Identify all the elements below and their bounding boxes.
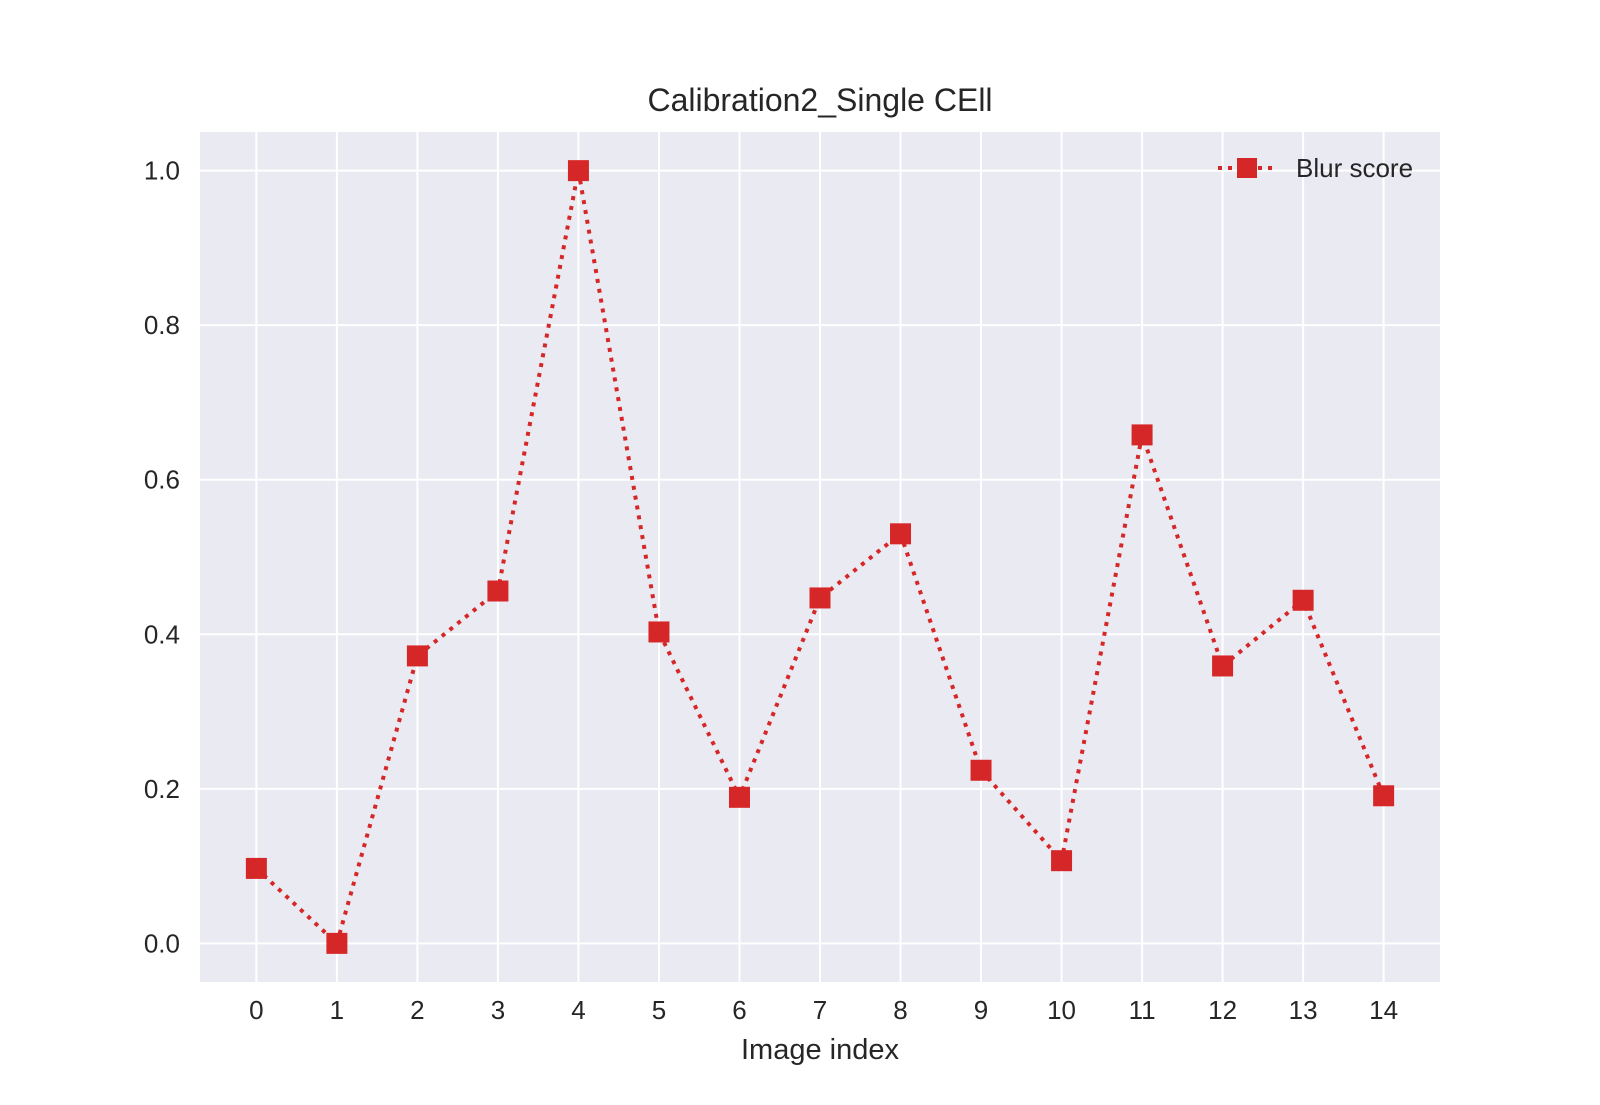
x-tick-label: 9 — [974, 995, 988, 1025]
data-point-marker — [728, 786, 750, 808]
x-tick-label: 6 — [732, 995, 746, 1025]
y-tick-labels: 0.0 0.2 0.4 0.6 0.8 1.0 — [144, 156, 180, 959]
data-point-marker — [487, 580, 509, 602]
x-tick-label: 2 — [410, 995, 424, 1025]
x-tick-label: 4 — [571, 995, 585, 1025]
series-layer — [245, 160, 1395, 954]
x-tick-label: 3 — [491, 995, 505, 1025]
y-tick-label: 0.2 — [144, 774, 180, 804]
data-point-marker — [567, 160, 589, 182]
data-point-marker — [245, 857, 267, 879]
data-point-marker — [809, 587, 831, 609]
x-tick-labels: 0 1 2 3 4 5 6 7 8 9 10 11 12 13 14 — [249, 995, 1398, 1025]
data-point-marker — [1051, 850, 1073, 872]
x-tick-label: 14 — [1369, 995, 1398, 1025]
x-tick-label: 11 — [1129, 995, 1156, 1025]
x-tick-label: 12 — [1208, 995, 1237, 1025]
legend-label: Blur score — [1296, 153, 1413, 183]
data-point-marker — [1292, 589, 1314, 611]
y-tick-label: 0.4 — [144, 619, 180, 649]
x-tick-label: 7 — [813, 995, 827, 1025]
legend: Blur score — [1218, 153, 1413, 183]
x-tick-label: 10 — [1047, 995, 1076, 1025]
x-tick-label: 0 — [249, 995, 263, 1025]
chart-title: Calibration2_Single CEll — [647, 82, 992, 118]
x-tick-label: 13 — [1289, 995, 1318, 1025]
data-point-marker — [1131, 424, 1153, 446]
x-tick-label: 1 — [330, 995, 344, 1025]
data-point-marker — [1373, 785, 1395, 807]
data-point-marker — [1212, 655, 1234, 677]
legend-marker-square-icon — [1237, 158, 1257, 178]
data-point-marker — [648, 621, 670, 643]
y-tick-label: 0.0 — [144, 928, 180, 958]
data-point-marker — [890, 523, 912, 545]
x-tick-label: 8 — [893, 995, 907, 1025]
series-line — [255, 170, 1386, 948]
y-tick-label: 0.6 — [144, 465, 180, 495]
x-axis-label: Image index — [741, 1034, 899, 1066]
grid-lines — [200, 132, 1440, 982]
data-point-marker — [326, 932, 348, 954]
y-tick-label: 0.8 — [144, 310, 180, 340]
y-tick-label: 1.0 — [144, 156, 180, 186]
data-point-marker — [970, 759, 992, 781]
data-point-marker — [406, 645, 428, 667]
x-tick-label: 5 — [652, 995, 666, 1025]
